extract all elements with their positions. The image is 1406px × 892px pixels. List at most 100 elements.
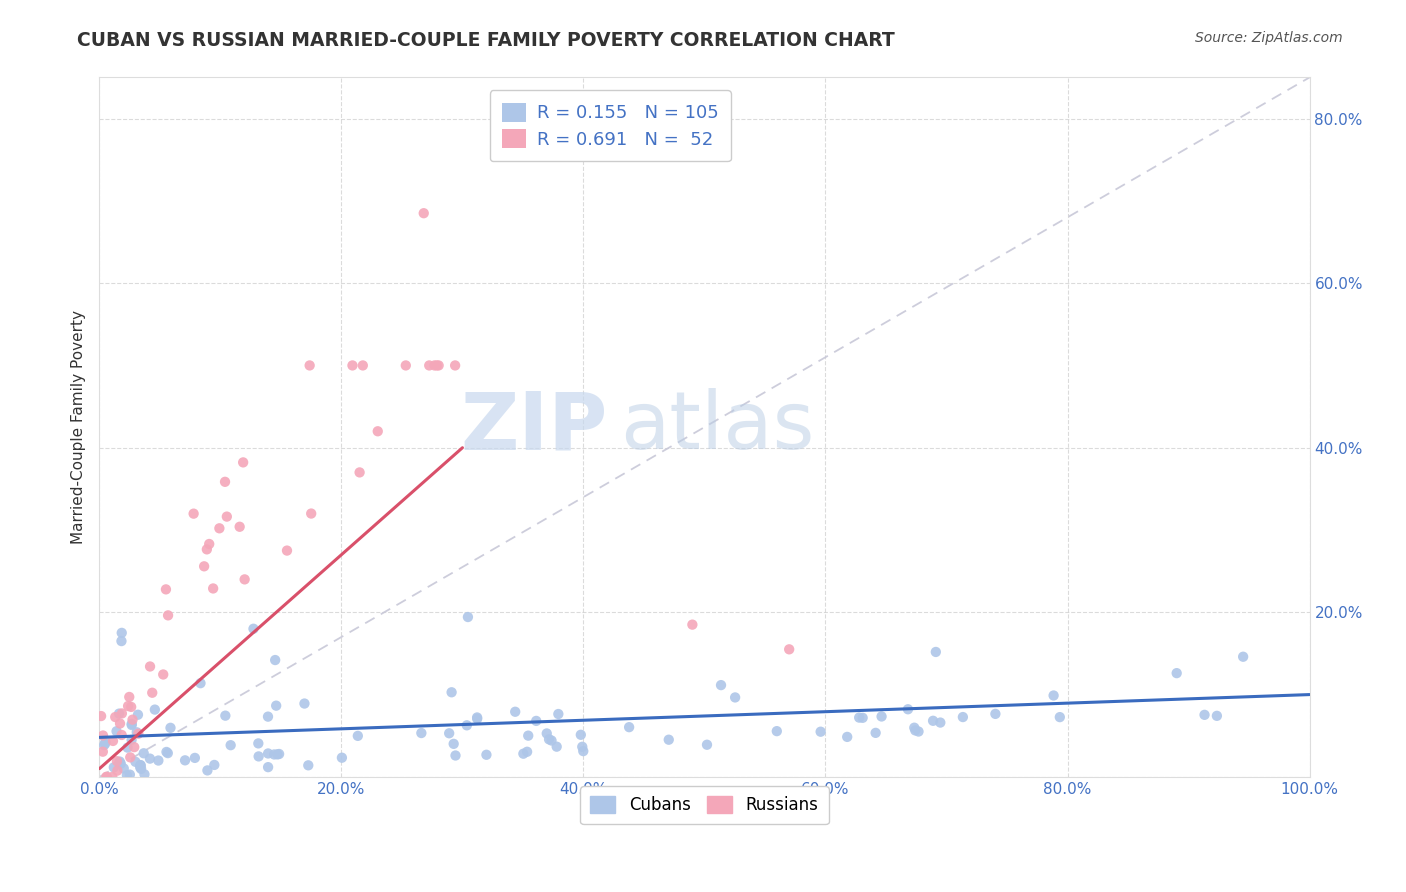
- Point: [155, 745, 177, 759]
- Text: Source: ZipAtlas.com: Source: ZipAtlas.com: [1195, 31, 1343, 45]
- Point: [183, 507, 205, 521]
- Point: [524, 714, 547, 728]
- Point: [1166, 666, 1188, 681]
- Point: [174, 753, 197, 767]
- Point: [148, 754, 170, 768]
- Point: [108, 706, 131, 721]
- Point: [903, 721, 925, 735]
- Point: [108, 756, 131, 770]
- Point: [269, 747, 291, 761]
- Point: [121, 732, 143, 747]
- Point: [190, 676, 212, 690]
- Point: [897, 702, 920, 716]
- Point: [569, 728, 592, 742]
- Point: [105, 764, 128, 778]
- Point: [427, 359, 450, 373]
- Point: [121, 713, 143, 727]
- Point: [127, 707, 149, 722]
- Text: atlas: atlas: [620, 388, 814, 467]
- Point: [134, 767, 156, 781]
- Point: [681, 617, 703, 632]
- Point: [437, 726, 460, 740]
- Point: [456, 718, 478, 732]
- Point: [111, 625, 134, 640]
- Point: [118, 767, 141, 781]
- Point: [503, 705, 526, 719]
- Point: [423, 359, 446, 373]
- Point: [96, 770, 118, 784]
- Point: [129, 758, 152, 772]
- Point: [219, 738, 242, 752]
- Point: [111, 706, 134, 721]
- Point: [294, 697, 316, 711]
- Point: [444, 359, 467, 373]
- Point: [143, 703, 166, 717]
- Point: [120, 750, 142, 764]
- Point: [129, 758, 152, 772]
- Point: [247, 736, 270, 750]
- Point: [93, 738, 115, 752]
- Point: [121, 716, 143, 731]
- Point: [232, 455, 254, 469]
- Point: [233, 573, 256, 587]
- Point: [546, 739, 568, 754]
- Point: [440, 685, 463, 699]
- Point: [121, 718, 143, 732]
- Point: [443, 737, 465, 751]
- Point: [465, 710, 488, 724]
- Point: [367, 424, 389, 438]
- Point: [157, 608, 180, 623]
- Point: [155, 582, 177, 597]
- Point: [266, 747, 288, 762]
- Point: [139, 659, 162, 673]
- Point: [111, 728, 134, 742]
- Point: [129, 760, 152, 774]
- Point: [517, 729, 540, 743]
- Point: [810, 724, 832, 739]
- Legend: Cubans, Russians: Cubans, Russians: [581, 787, 828, 824]
- Point: [512, 747, 534, 761]
- Point: [91, 745, 114, 759]
- Point: [156, 746, 179, 760]
- Point: [617, 720, 640, 734]
- Point: [536, 726, 558, 740]
- Point: [547, 706, 569, 721]
- Point: [117, 699, 139, 714]
- Point: [228, 520, 250, 534]
- Point: [141, 686, 163, 700]
- Point: [418, 359, 440, 373]
- Point: [658, 732, 681, 747]
- Point: [152, 667, 174, 681]
- Point: [214, 708, 236, 723]
- Point: [540, 733, 562, 747]
- Point: [1042, 689, 1064, 703]
- Point: [276, 543, 298, 558]
- Point: [516, 745, 538, 759]
- Point: [465, 712, 488, 726]
- Point: [105, 754, 128, 768]
- Point: [112, 761, 135, 775]
- Point: [297, 758, 319, 772]
- Point: [342, 359, 364, 373]
- Point: [117, 740, 139, 755]
- Point: [925, 645, 948, 659]
- Point: [1194, 707, 1216, 722]
- Point: [724, 690, 747, 705]
- Point: [127, 727, 149, 741]
- Point: [904, 723, 927, 738]
- Point: [952, 710, 974, 724]
- Point: [208, 521, 231, 535]
- Point: [572, 744, 595, 758]
- Point: [139, 751, 162, 765]
- Point: [870, 709, 893, 723]
- Point: [195, 542, 218, 557]
- Point: [765, 724, 787, 739]
- Point: [105, 724, 128, 739]
- Text: ZIP: ZIP: [460, 388, 607, 467]
- Point: [426, 359, 449, 373]
- Point: [457, 610, 479, 624]
- Point: [159, 721, 181, 735]
- Point: [257, 760, 280, 774]
- Point: [257, 709, 280, 723]
- Point: [129, 762, 152, 776]
